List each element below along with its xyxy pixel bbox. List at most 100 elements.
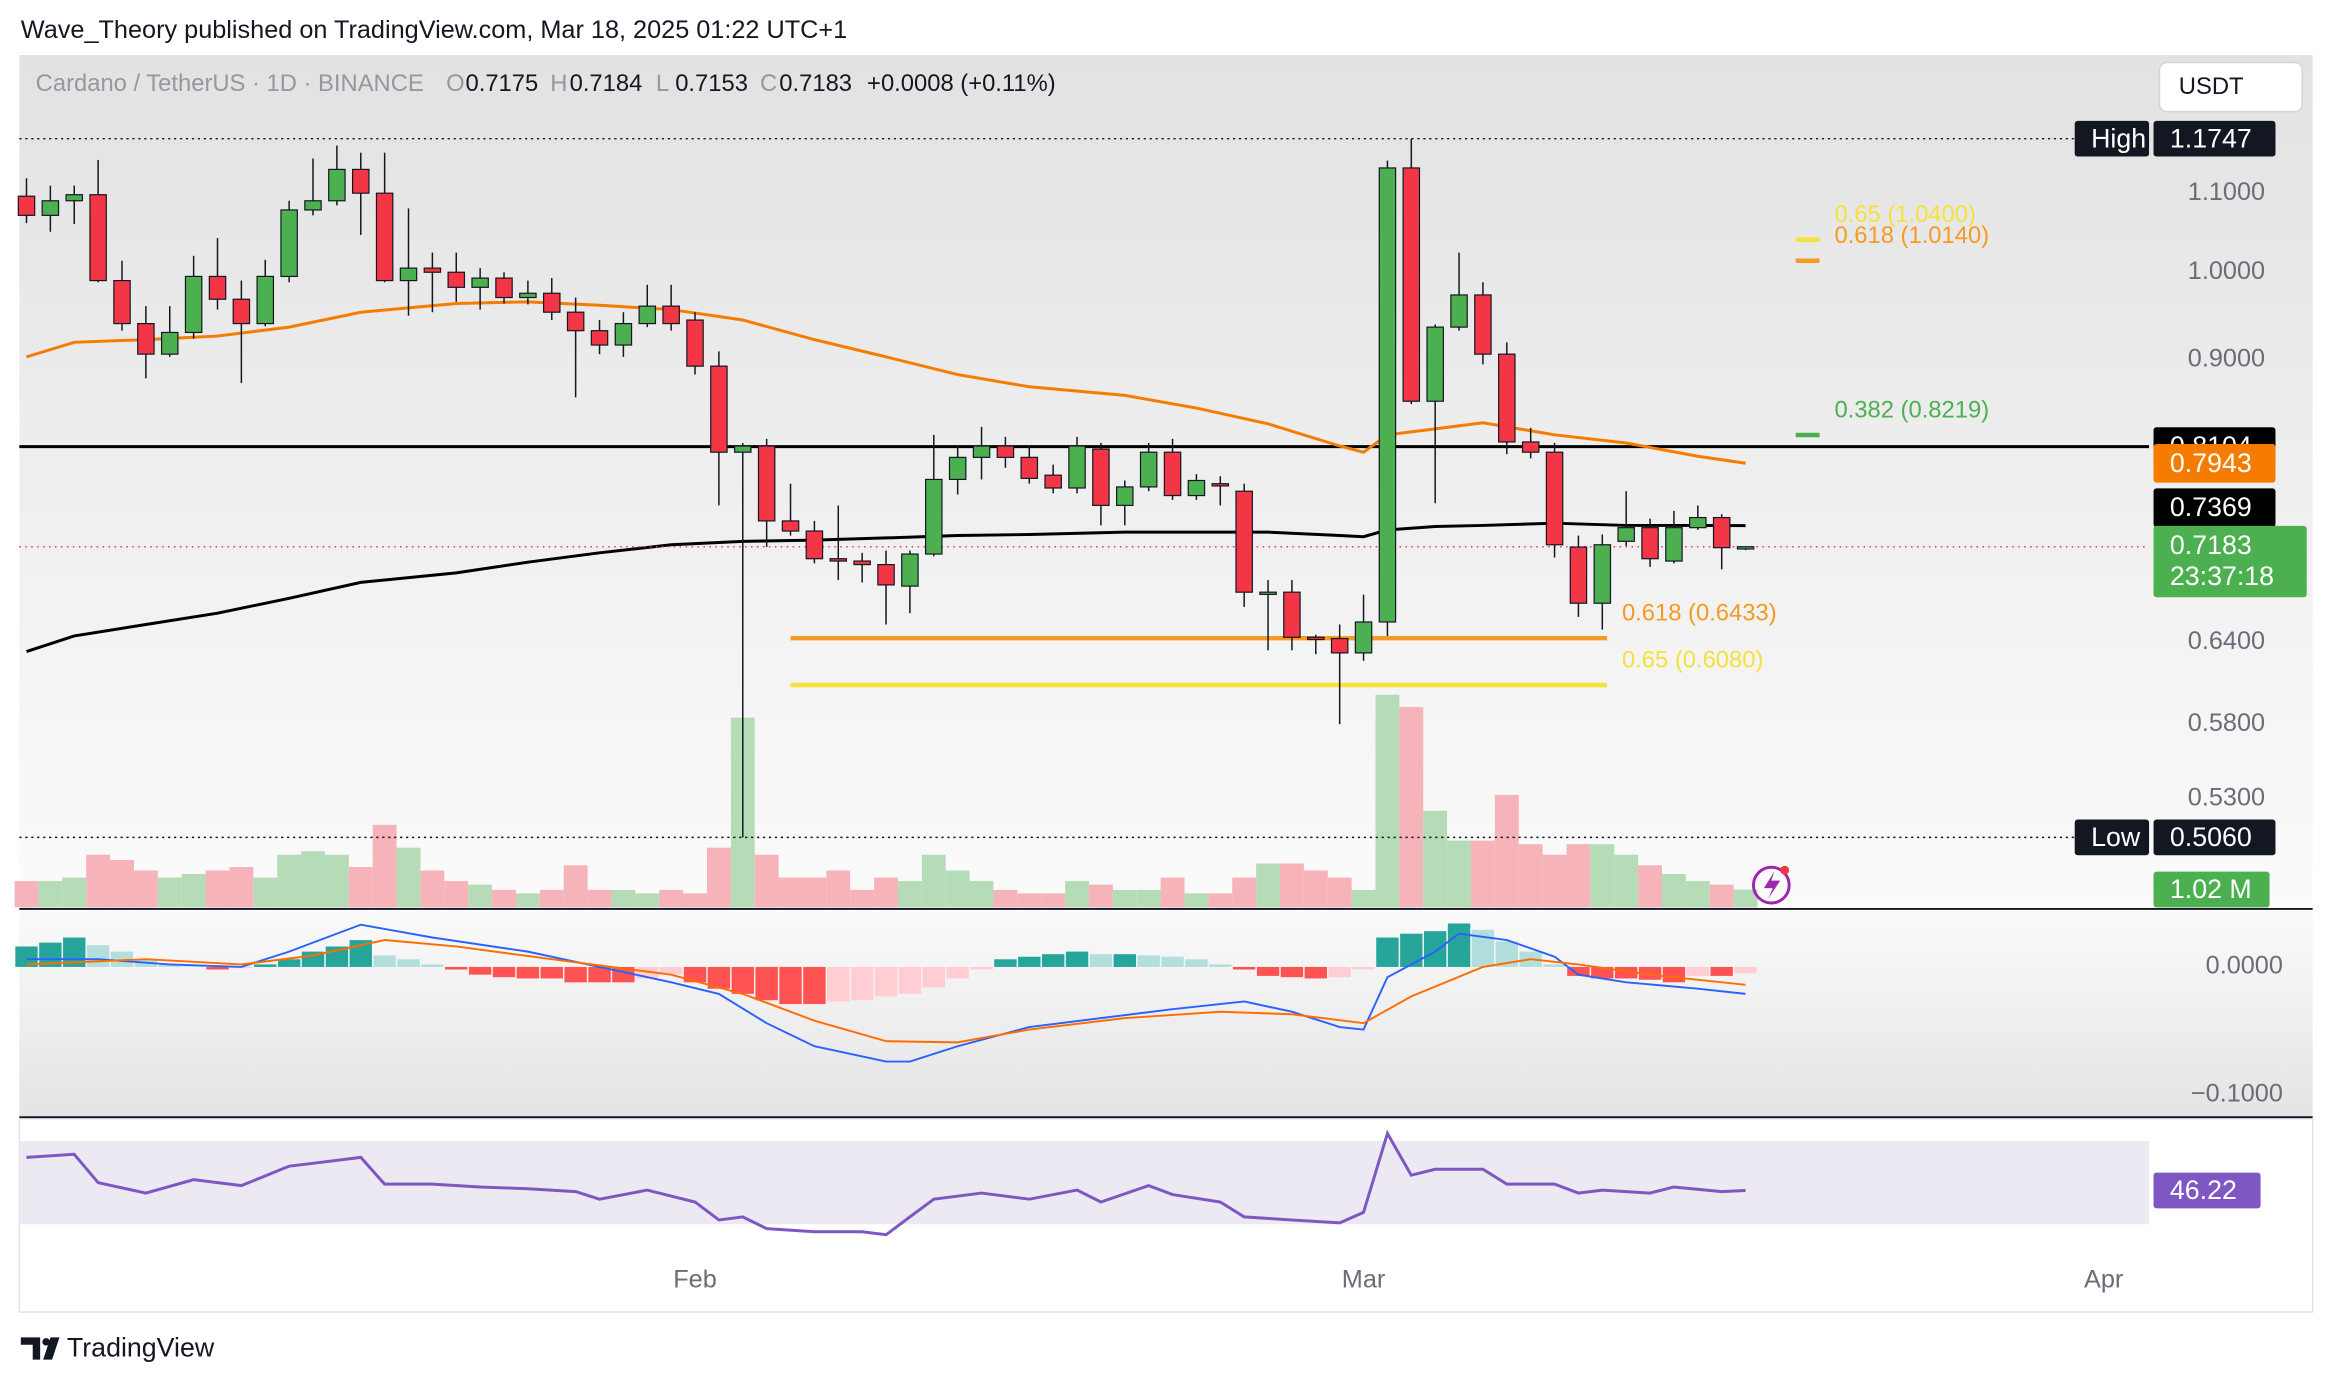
volume-bar (1709, 884, 1734, 908)
moving-average (26, 521, 1746, 653)
macd-histogram-bar (277, 959, 301, 967)
volume-bar (1447, 840, 1471, 908)
macd-histogram-bar (683, 966, 707, 983)
countdown-text: 23:37:18 (2170, 561, 2274, 591)
candle-body (375, 192, 394, 282)
volume-bar (850, 889, 875, 908)
macd-histogram-bar (1328, 966, 1351, 978)
volume-badge-box (2153, 871, 2270, 908)
y-tick-label: 0.5800 (2188, 709, 2265, 737)
volume-bar (1542, 854, 1567, 908)
candle-body (686, 319, 704, 367)
ohlc-letter: C (760, 70, 777, 97)
volume-bar (396, 847, 421, 908)
macd-histogram-bar (1591, 966, 1614, 979)
ohlc-letter: O (446, 70, 464, 97)
rsi-line (26, 1129, 1746, 1237)
ohlc-value: 0.7184 (570, 70, 643, 97)
macd-histogram-bar (779, 966, 802, 1005)
volume-bar (492, 889, 516, 908)
volume-bar (778, 877, 803, 908)
change-label: +0.0008 (+0.11%) (867, 70, 1056, 97)
macd-histogram-bar (1686, 966, 1710, 976)
candle-body (1163, 451, 1182, 497)
candle-body (304, 200, 322, 211)
candle-body (710, 365, 728, 453)
candle-body (1354, 621, 1373, 654)
macd-histogram-bar (994, 959, 1017, 967)
macd-histogram-bar (182, 966, 205, 967)
candle-body (1235, 490, 1253, 593)
volume-bar (372, 824, 397, 908)
candle-body (996, 445, 1015, 458)
macd-histogram-bar (397, 959, 420, 967)
x-tick-label: Feb (673, 1266, 717, 1294)
macd-histogram-bar (827, 966, 850, 1002)
plot-layer: Cardano / TetherUS · 1D · BINANCE O 0.7175… (14, 70, 2307, 1294)
candle-body (1474, 294, 1492, 355)
macd-histogram-bar (1232, 966, 1256, 970)
candle-body (925, 478, 943, 555)
macd-histogram-bar (1567, 966, 1590, 976)
fib-label: 0.382 (0.8219) (1834, 396, 1989, 423)
fib-label: 0.618 (0.6433) (1622, 600, 1777, 627)
candle-body (901, 553, 919, 587)
volume-bar (157, 877, 182, 908)
candle-body (1450, 294, 1468, 328)
volume-bar (38, 881, 63, 908)
candle-body (328, 168, 346, 202)
logo-dot (42, 1338, 50, 1346)
candle-body (877, 563, 895, 586)
volume-bar (635, 893, 660, 908)
volume-bar (14, 881, 39, 908)
volume-bar (659, 889, 684, 908)
candle-body (256, 275, 275, 325)
extreme-value-box (2153, 819, 2276, 856)
volume-bar (826, 870, 851, 908)
ma-badge-text: 0.7943 (2170, 448, 2252, 478)
candle-body (1044, 474, 1062, 489)
macd-histogram-bar (1113, 954, 1136, 967)
icon-dot (1780, 865, 1790, 875)
last-price-text: 0.7183 (2170, 530, 2252, 560)
volume-bar (420, 870, 445, 908)
candle-body (65, 194, 84, 202)
candle-body (280, 209, 298, 278)
candle-body (1498, 353, 1516, 443)
volume-bar (301, 851, 325, 908)
candle-body (1211, 483, 1230, 487)
macd-histogram-bar (254, 964, 277, 967)
volume-bar (1590, 844, 1615, 908)
candle-body (734, 445, 752, 453)
volume-bar (1208, 893, 1233, 908)
macd-histogram-bar (946, 966, 969, 979)
logo-mark (20, 1337, 60, 1360)
candle-body (423, 267, 442, 273)
macd-histogram-bar (588, 966, 611, 983)
macd-histogram-bar (516, 966, 540, 979)
candle-body (1307, 636, 1325, 641)
macd-histogram-bar (39, 942, 62, 967)
volume-bar (229, 867, 254, 908)
macd-histogram-bar (1543, 964, 1566, 967)
extreme-label-text: Low (2091, 822, 2141, 852)
macd-histogram-bar (421, 964, 444, 967)
volume-bar (181, 874, 206, 908)
macd-histogram-bar (1209, 964, 1232, 967)
volume-bar (802, 877, 827, 908)
currency-button[interactable] (2158, 61, 2303, 113)
candle-body (1330, 637, 1349, 654)
macd-histogram-bar (540, 966, 563, 979)
candle-body (1736, 546, 1755, 550)
volume-bar (1041, 893, 1066, 908)
macd-histogram-bar (373, 955, 396, 967)
rsi-badge-text: 46.22 (2170, 1175, 2237, 1205)
ma-badge-box (2153, 443, 2276, 483)
candle-body (1712, 516, 1731, 549)
macd-histogram-bar (850, 966, 874, 1001)
y-tick-label: 0.9000 (2188, 344, 2265, 372)
macd-histogram-bar (1018, 956, 1041, 967)
macd-histogram-bar (492, 966, 516, 978)
x-tick-label: Apr (2084, 1266, 2123, 1294)
y-tick-label: 1.1000 (2188, 178, 2265, 206)
